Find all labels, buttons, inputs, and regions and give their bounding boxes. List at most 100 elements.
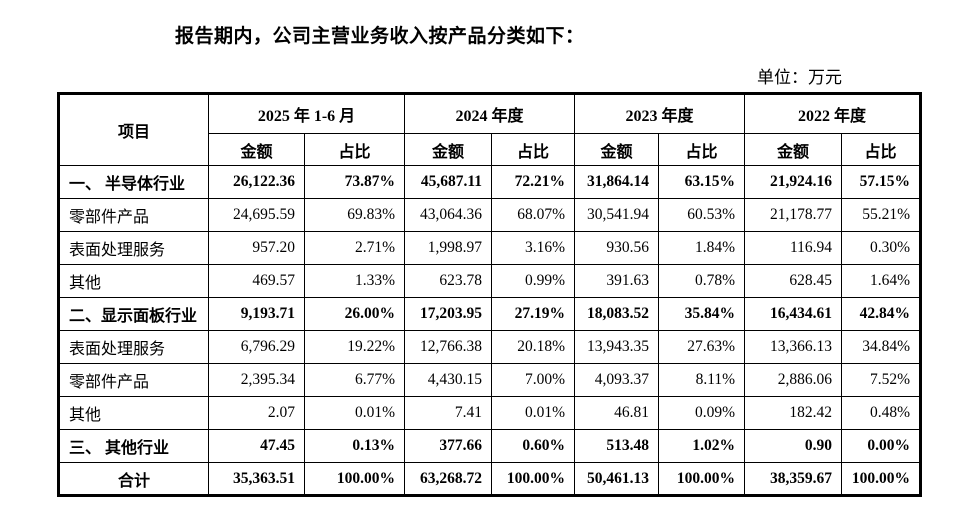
row-label: 二、显示面板行业 — [58, 297, 209, 331]
table-row: 合计 35,363.51 100.00% 63,268.72 100.00% 50,461… — [58, 462, 922, 496]
intro-paragraph: 报告期内，公司主营业务收入按产品分类如下： — [175, 26, 585, 47]
ratio-cell: 72.21% — [490, 165, 576, 199]
amount-cell: 63,268.72 — [404, 462, 492, 496]
revenue-by-product-table: 项目 2025 年 1-6 月 2024 年度 2023 年度 2022 年度 … — [57, 92, 923, 497]
period-header-2023: 2023 年度 — [574, 93, 746, 134]
amount-cell: 18,083.52 — [574, 297, 660, 331]
ratio-cell: 60.53% — [658, 198, 746, 232]
amount-cell: 31,864.14 — [574, 165, 660, 199]
row-label: 表面处理服务 — [58, 330, 209, 364]
amount-cell: 623.78 — [404, 264, 492, 298]
table-row: 三、 其他行业 47.45 0.13% 377.66 0.60% 513.48 1.02% 0… — [58, 429, 922, 463]
table-row: 表面处理服务 6,796.29 19.22% 12,766.38 20.18% 13,94… — [58, 330, 922, 364]
ratio-cell: 63.15% — [658, 165, 746, 199]
ratio-cell: 55.21% — [841, 198, 922, 232]
ratio-cell: 100.00% — [490, 462, 576, 496]
amount-cell: 2,395.34 — [208, 363, 305, 397]
amount-cell: 24,695.59 — [208, 198, 305, 232]
ratio-cell: 27.19% — [490, 297, 576, 331]
amount-cell: 182.42 — [744, 396, 843, 430]
table-row: 一、 半导体行业 26,122.36 73.87% 45,687.11 72.21% 31… — [58, 165, 922, 199]
amount-cell: 35,363.51 — [208, 462, 305, 496]
amount-cell: 930.56 — [574, 231, 660, 265]
amount-cell: 116.94 — [744, 231, 843, 265]
amount-cell: 1,998.97 — [404, 231, 492, 265]
ratio-cell: 7.00% — [490, 363, 576, 397]
ratio-cell: 2.71% — [304, 231, 405, 265]
ratio-cell: 1.84% — [658, 231, 746, 265]
row-label: 一、 半导体行业 — [58, 165, 209, 199]
table-row: 零部件产品 24,695.59 69.83% 43,064.36 68.07% 30,54… — [58, 198, 922, 232]
ratio-cell: 26.00% — [304, 297, 405, 331]
period-header-row: 项目 2025 年 1-6 月 2024 年度 2023 年度 2022 年度 — [58, 93, 922, 166]
table-row: 表面处理服务 957.20 2.71% 1,998.97 3.16% 930.56 1.84… — [58, 231, 922, 265]
table-row: 零部件产品 2,395.34 6.77% 4,430.15 7.00% 4,093.37 8… — [58, 363, 922, 397]
ratio-cell: 0.13% — [304, 429, 405, 463]
subheader-row: 金额 占比 金额 占比 金额 占比 金额 占比 — [59, 133, 922, 166]
amount-cell: 26,122.36 — [208, 165, 305, 199]
amount-cell: 16,434.61 — [744, 297, 843, 331]
ratio-cell: 0.48% — [841, 396, 922, 430]
amount-cell: 21,178.77 — [744, 198, 843, 232]
amount-cell: 6,796.29 — [208, 330, 305, 364]
amount-cell: 628.45 — [744, 264, 843, 298]
amount-cell: 13,943.35 — [574, 330, 660, 364]
amount-cell: 0.90 — [744, 429, 843, 463]
row-label: 三、 其他行业 — [58, 429, 209, 463]
ratio-cell: 68.07% — [490, 198, 576, 232]
ratio-cell: 73.87% — [304, 165, 405, 199]
amount-header: 金额 — [208, 133, 305, 166]
ratio-header: 占比 — [304, 133, 405, 166]
ratio-cell: 8.11% — [658, 363, 746, 397]
ratio-cell: 0.99% — [490, 264, 576, 298]
ratio-cell: 1.02% — [658, 429, 746, 463]
item-column-header: 项目 — [58, 93, 209, 166]
ratio-cell: 0.78% — [658, 264, 746, 298]
ratio-cell: 1.64% — [841, 264, 922, 298]
table-row: 其他 469.57 1.33% 623.78 0.99% 391.63 0.78% 628.4… — [58, 264, 922, 298]
amount-cell: 4,093.37 — [574, 363, 660, 397]
ratio-cell: 57.15% — [841, 165, 922, 199]
ratio-cell: 19.22% — [304, 330, 405, 364]
ratio-header: 占比 — [490, 133, 576, 166]
amount-cell: 957.20 — [208, 231, 305, 265]
amount-cell: 46.81 — [574, 396, 660, 430]
period-header-2024: 2024 年度 — [403, 93, 576, 134]
amount-cell: 9,193.71 — [208, 297, 305, 331]
ratio-cell: 20.18% — [490, 330, 576, 364]
amount-cell: 17,203.95 — [404, 297, 492, 331]
period-header-2022: 2022 年度 — [744, 93, 922, 134]
amount-cell: 13,366.13 — [744, 330, 843, 364]
amount-cell: 38,359.67 — [744, 462, 843, 496]
table-row: 二、显示面板行业 9,193.71 26.00% 17,203.95 27.19% 18,… — [58, 297, 922, 331]
amount-cell: 513.48 — [574, 429, 660, 463]
amount-cell: 47.45 — [208, 429, 305, 463]
ratio-cell: 42.84% — [841, 297, 922, 331]
amount-cell: 12,766.38 — [404, 330, 492, 364]
row-label: 其他 — [58, 264, 209, 298]
row-label: 其他 — [58, 396, 209, 430]
ratio-cell: 34.84% — [841, 330, 922, 364]
table-row: 其他 2.07 0.01% 7.41 0.01% 46.81 0.09% 182.42 0.48… — [58, 396, 922, 430]
amount-cell: 50,461.13 — [574, 462, 660, 496]
ratio-cell: 7.52% — [841, 363, 922, 397]
ratio-cell: 100.00% — [841, 462, 922, 496]
amount-cell: 43,064.36 — [404, 198, 492, 232]
ratio-cell: 0.09% — [658, 396, 746, 430]
ratio-header: 占比 — [658, 133, 746, 166]
table-body: 一、 半导体行业 26,122.36 73.87% 45,687.11 72.21% 31… — [58, 165, 922, 496]
ratio-cell: 6.77% — [304, 363, 405, 397]
ratio-cell: 100.00% — [304, 462, 405, 496]
ratio-cell: 0.01% — [304, 396, 405, 430]
amount-cell: 469.57 — [208, 264, 305, 298]
period-header-2025: 2025 年 1-6 月 — [208, 93, 405, 134]
amount-header: 金额 — [404, 133, 492, 166]
ratio-cell: 35.84% — [658, 297, 746, 331]
row-label: 表面处理服务 — [58, 231, 209, 265]
ratio-header: 占比 — [841, 133, 922, 166]
amount-header: 金额 — [744, 133, 843, 166]
ratio-cell: 0.00% — [841, 429, 922, 463]
ratio-cell: 69.83% — [304, 198, 405, 232]
ratio-cell: 3.16% — [490, 231, 576, 265]
amount-cell: 7.41 — [404, 396, 492, 430]
